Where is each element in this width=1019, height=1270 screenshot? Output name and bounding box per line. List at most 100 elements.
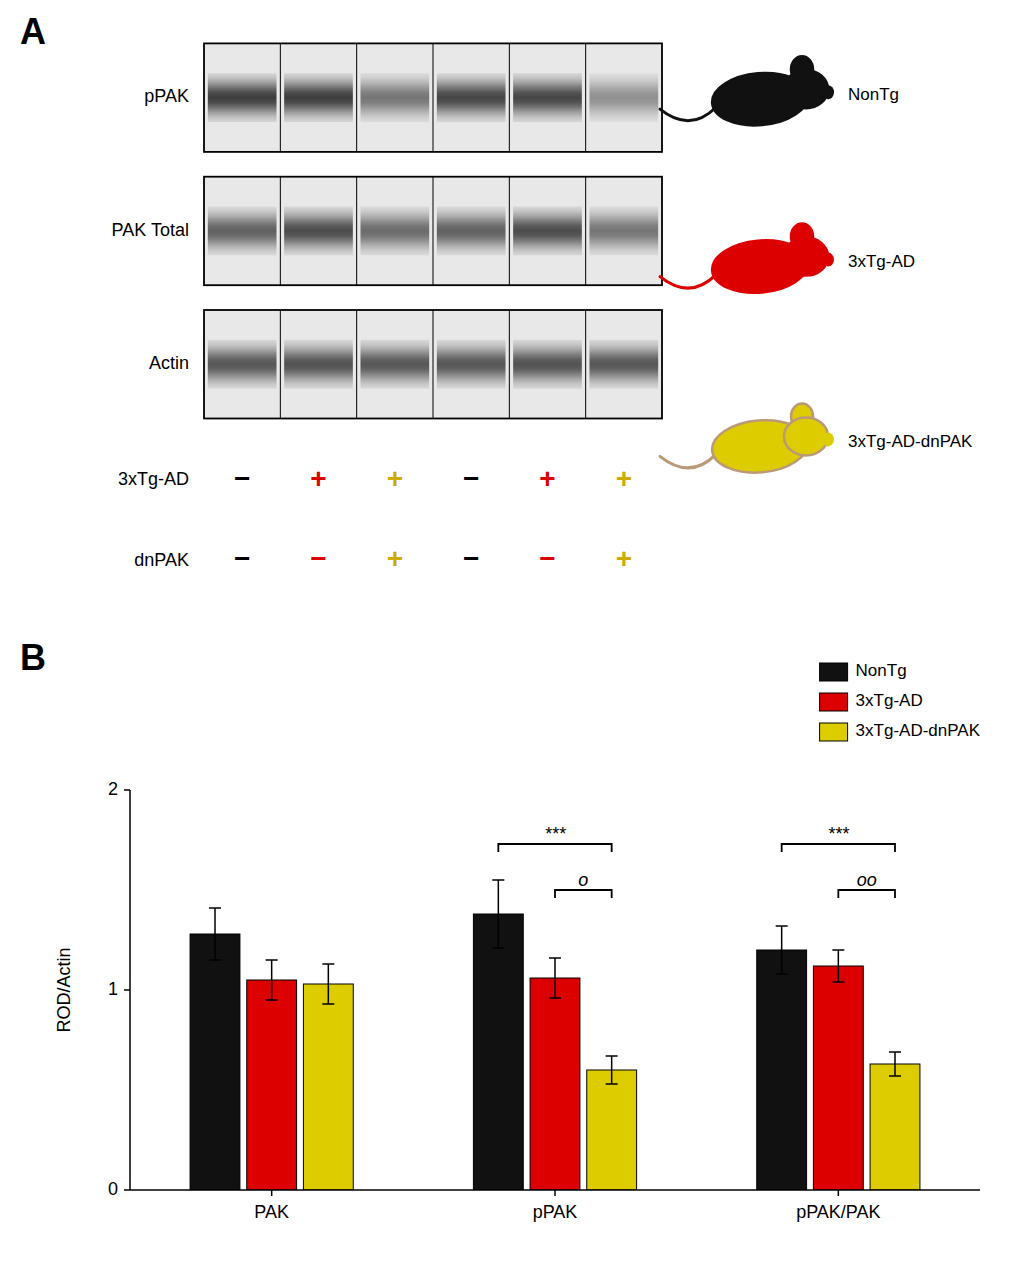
mouse-tail xyxy=(660,275,716,289)
legend-label: NonTg xyxy=(856,661,907,680)
lane-divider xyxy=(509,43,510,151)
bar xyxy=(587,1070,637,1190)
genotype-sign: + xyxy=(616,543,632,574)
significance-bracket xyxy=(782,844,895,852)
y-tick xyxy=(124,789,130,791)
lane-divider xyxy=(280,310,281,419)
mouse: 3xTg-AD-dnPAK xyxy=(660,403,973,476)
blot-background xyxy=(204,310,662,419)
genotype-sign: − xyxy=(463,463,479,494)
panel-a: ApPAKPAK TotalActin3xTg-AD−++−++dnPAK−−+… xyxy=(20,11,973,574)
lane-divider xyxy=(356,177,357,286)
legend-swatch xyxy=(820,693,848,711)
significance-label: *** xyxy=(828,824,850,844)
lane-divider xyxy=(585,43,586,151)
genotype-sign: − xyxy=(234,463,250,494)
x-tick-label: pPAK xyxy=(533,1202,578,1222)
panel-label: A xyxy=(20,11,46,52)
blot-band xyxy=(208,73,277,122)
blot-band xyxy=(360,73,429,122)
mouse-label: NonTg xyxy=(848,85,899,104)
mouse-head xyxy=(784,70,828,108)
blot-band xyxy=(437,340,506,389)
error-bar xyxy=(832,950,844,982)
row-label: PAK Total xyxy=(112,220,189,240)
legend-swatch xyxy=(820,723,848,741)
error-bar xyxy=(266,960,278,1000)
mouse-tail xyxy=(660,454,716,468)
mouse-label: 3xTg-AD-dnPAK xyxy=(848,432,973,451)
y-tick-label: 0 xyxy=(108,1179,118,1199)
mouse-tail xyxy=(660,107,716,121)
mouse-nose xyxy=(822,253,834,267)
bar xyxy=(190,934,240,1190)
lane-divider xyxy=(509,310,510,419)
lane-divider xyxy=(356,310,357,419)
blot-band xyxy=(589,207,658,256)
error-bar xyxy=(776,926,788,974)
y-tick-label: 1 xyxy=(108,979,118,999)
row-label: pPAK xyxy=(144,86,189,106)
genotype-sign: − xyxy=(310,543,326,574)
blot-band xyxy=(360,207,429,256)
error-bar xyxy=(209,908,221,960)
x-tick xyxy=(271,1190,273,1196)
lane-divider xyxy=(585,177,586,286)
blot-row: Actin xyxy=(149,310,662,419)
lane-divider xyxy=(509,177,510,286)
bar xyxy=(303,984,353,1190)
blot-background xyxy=(204,43,662,151)
significance-bracket xyxy=(498,844,611,852)
significance-label: oo xyxy=(857,870,877,890)
bar xyxy=(813,966,863,1190)
genotype-sign: + xyxy=(387,543,403,574)
genotype-sign: − xyxy=(463,543,479,574)
y-tick-label: 2 xyxy=(108,779,118,799)
significance-bracket xyxy=(838,890,895,898)
mouse-label: 3xTg-AD xyxy=(848,252,915,271)
lane-divider xyxy=(280,43,281,151)
blot-band xyxy=(437,207,506,256)
error-bar xyxy=(322,964,334,1004)
blot-band xyxy=(589,340,658,389)
legend-label: 3xTg-AD-dnPAK xyxy=(856,721,981,740)
x-tick xyxy=(838,1190,840,1196)
mouse: 3xTg-AD xyxy=(660,224,915,297)
blot-band xyxy=(284,340,353,389)
panel-b: B012PAKpPAKpPAK/PAKROD/Actin***o***ooNon… xyxy=(20,637,981,1222)
blot-row: pPAK xyxy=(144,43,662,151)
blot-band xyxy=(513,207,582,256)
lane-divider xyxy=(356,43,357,151)
lane-divider xyxy=(433,177,434,286)
error-bar xyxy=(492,880,504,948)
genotype-sign: + xyxy=(616,463,632,494)
genotype-sign: + xyxy=(387,463,403,494)
blot-band xyxy=(513,340,582,389)
error-bar xyxy=(889,1052,901,1076)
genotype-sign: + xyxy=(539,463,555,494)
legend: NonTg3xTg-AD3xTg-AD-dnPAK xyxy=(820,661,981,741)
genotype-row: 3xTg-AD − + + − + + xyxy=(118,463,632,494)
bars xyxy=(190,880,920,1190)
blot-row: PAK Total xyxy=(112,177,662,286)
genotype-sign: − xyxy=(234,543,250,574)
mouse-nose xyxy=(822,85,834,99)
significance-label: *** xyxy=(544,824,566,844)
genotype-sign: + xyxy=(310,463,326,494)
blot-band xyxy=(284,207,353,256)
bar xyxy=(870,1064,920,1190)
error-bar xyxy=(549,958,561,998)
genotype-label: 3xTg-AD xyxy=(118,469,189,489)
lane-divider xyxy=(433,310,434,419)
legend-swatch xyxy=(820,663,848,681)
bar xyxy=(757,950,807,1190)
x-tick-label: PAK xyxy=(254,1202,289,1222)
x-tick-label: pPAK/PAK xyxy=(796,1202,880,1222)
y-tick xyxy=(124,989,130,991)
blot-band xyxy=(589,73,658,122)
significance-label: o xyxy=(578,870,588,890)
mouse-head xyxy=(784,417,828,455)
error-bar xyxy=(606,1056,618,1084)
mouse: NonTg xyxy=(660,56,899,129)
genotype-sign: − xyxy=(539,543,555,574)
